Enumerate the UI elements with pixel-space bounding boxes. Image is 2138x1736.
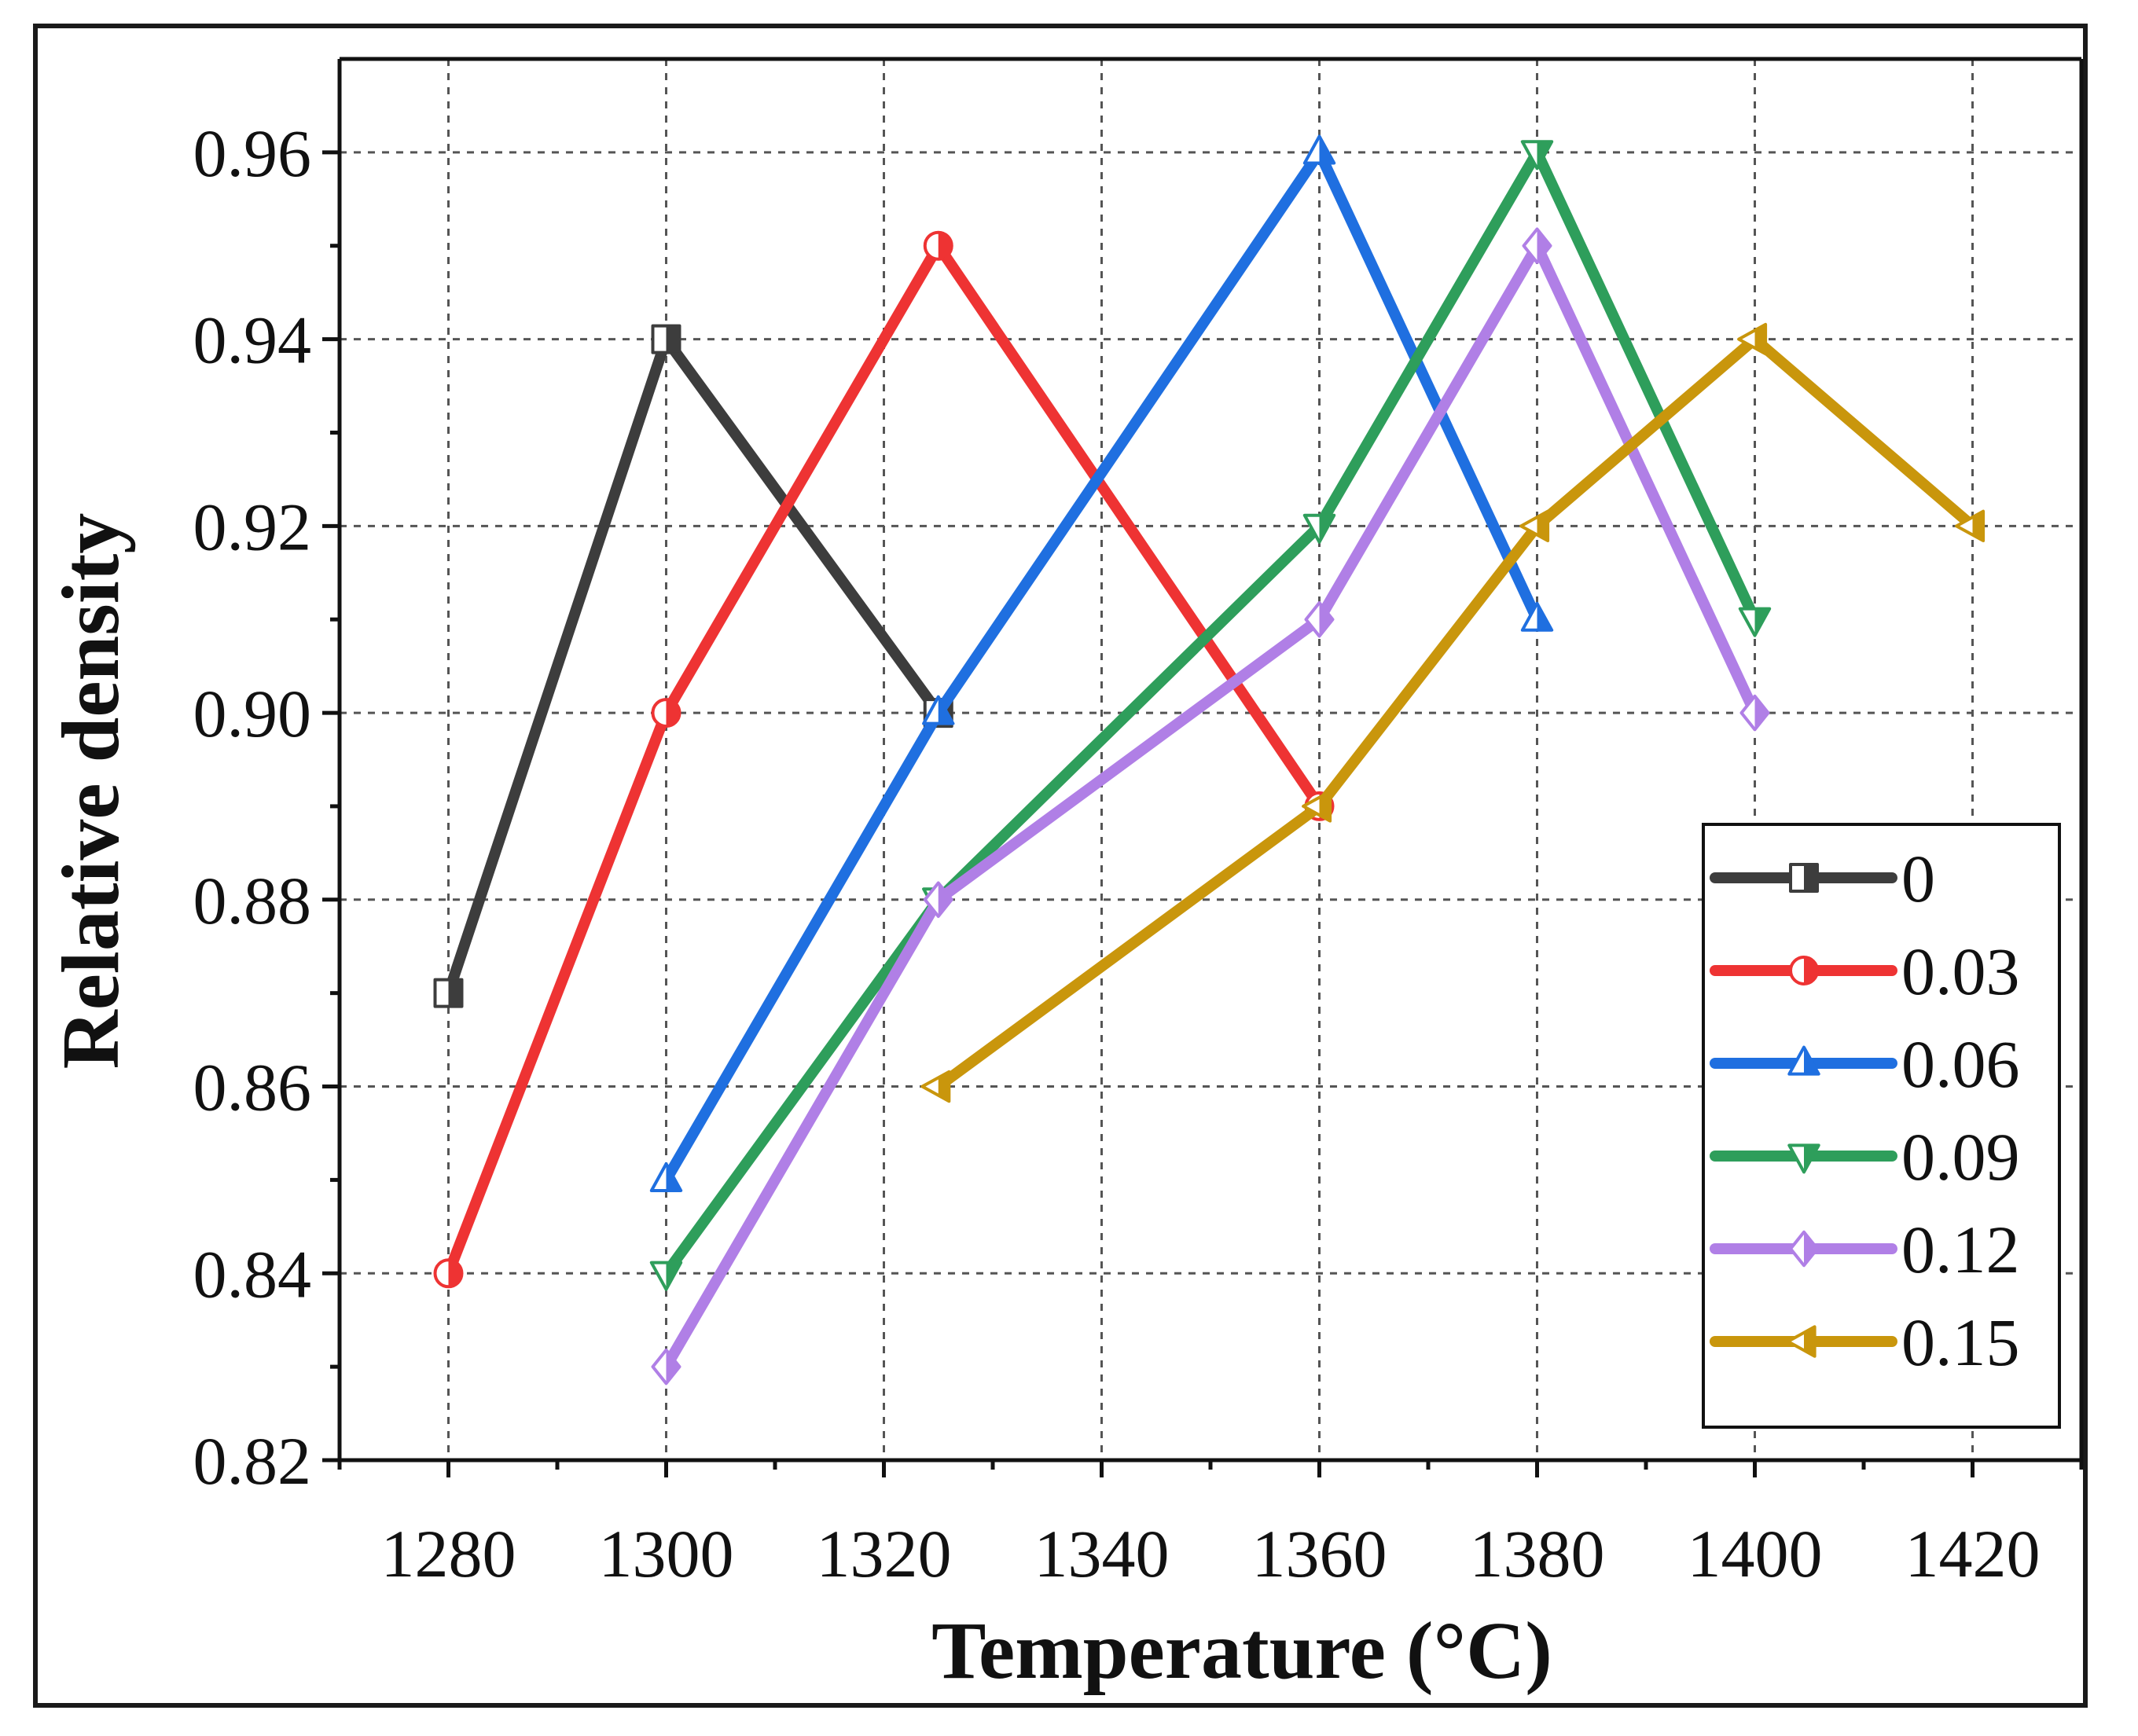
legend-marker: [1786, 1325, 1817, 1358]
data-point: [1739, 694, 1770, 732]
marker-fill: [1804, 864, 1817, 891]
marker-fill: [1804, 1145, 1819, 1173]
marker-fill: [1319, 791, 1331, 821]
series-0.12: [651, 227, 1770, 1385]
series-0.15: [920, 322, 1986, 1103]
marker-fill: [1319, 602, 1333, 637]
marker-fill: [666, 325, 680, 353]
x-axis-title: Temperature (°C): [931, 1606, 1552, 1696]
series-0.06: [649, 134, 1554, 1192]
data-point: [651, 324, 681, 354]
legend-box: [1702, 823, 2061, 1429]
marker-fill: [1754, 696, 1769, 730]
data-point: [433, 1258, 464, 1289]
series-line: [660, 146, 1543, 1186]
y-tick-label: 0.94: [193, 303, 312, 378]
x-tick-label: 1320: [817, 1516, 952, 1591]
y-tick-label: 0.92: [193, 489, 312, 564]
data-point: [1302, 134, 1336, 165]
marker-fill: [938, 696, 953, 724]
data-point: [923, 230, 953, 261]
x-tick-label: 1400: [1688, 1516, 1823, 1591]
legend-item: 0.09: [1710, 1119, 2020, 1195]
series-line: [443, 240, 1325, 1279]
data-point: [1519, 509, 1550, 543]
data-point: [1520, 140, 1554, 171]
data-point: [1738, 607, 1772, 637]
legend-item: 0.12: [1710, 1212, 2020, 1287]
data-point: [922, 695, 955, 725]
data-point: [1520, 601, 1554, 632]
marker-fill: [1754, 324, 1766, 354]
series-lines: [433, 134, 1986, 1385]
legend-marker: [1787, 1143, 1820, 1174]
legend-marker: [1789, 863, 1819, 893]
y-tick-label: 0.84: [193, 1236, 312, 1312]
marker-fill: [666, 1164, 681, 1191]
legend-label: 0.03: [1901, 934, 2020, 1009]
x-tick-label: 1340: [1034, 1516, 1170, 1591]
y-tick-label: 0.88: [193, 863, 312, 938]
y-tick-label: 0.82: [193, 1423, 312, 1499]
legend-label: 0.12: [1901, 1212, 2020, 1287]
marker-fill: [1754, 608, 1770, 636]
marker-fill: [666, 699, 680, 727]
data-point: [649, 1261, 683, 1291]
marker-fill: [938, 883, 952, 917]
data-point: [1955, 509, 1986, 543]
marker-fill: [1972, 511, 1984, 541]
data-point: [1304, 600, 1335, 638]
data-point: [920, 1070, 951, 1103]
marker-fill: [1537, 511, 1548, 541]
marker-fill: [1537, 603, 1552, 630]
marker-fill: [938, 232, 952, 259]
x-tick-label: 1280: [381, 1516, 516, 1591]
marker-fill: [938, 1071, 950, 1102]
marker-fill: [1319, 136, 1335, 163]
x-tick-label: 1360: [1252, 1516, 1387, 1591]
marker-fill: [448, 979, 462, 1007]
legend-item: 0.15: [1710, 1305, 2020, 1380]
data-point: [923, 881, 953, 919]
marker-fill: [1804, 1327, 1815, 1356]
marker-fill: [1537, 229, 1551, 262]
y-tick-label: 0.96: [193, 116, 312, 191]
legend: 0 0.03 0.06 0.09 0.12 0.15: [1702, 823, 2061, 1429]
legend-label: 0.15: [1901, 1305, 2020, 1380]
legend-label: 0: [1901, 841, 1935, 916]
data-point: [1737, 322, 1768, 356]
data-point: [649, 1162, 683, 1192]
legend-item: 0.06: [1710, 1026, 2020, 1102]
x-tick-label: 1420: [1905, 1516, 2041, 1591]
y-tick-label: 0.86: [193, 1050, 312, 1125]
x-tick-label: 1300: [599, 1516, 734, 1591]
marker-fill: [1319, 515, 1335, 542]
data-point: [1302, 513, 1336, 544]
legend-marker: [1789, 1230, 1819, 1268]
data-point: [651, 1348, 681, 1385]
axes: 1280 1300 1320 1340 1360 1380 1400 1420 0.82 0.84…: [193, 57, 2084, 1591]
y-axis-title: Relative density: [46, 513, 136, 1070]
marker-fill: [666, 1349, 680, 1384]
legend-label: 0.06: [1901, 1026, 2020, 1102]
legend-label: 0.09: [1901, 1119, 2020, 1195]
marker-fill: [1804, 1047, 1819, 1074]
legend-marker: [1789, 956, 1819, 985]
marker-fill: [448, 1260, 462, 1287]
legend-marker: [1787, 1045, 1820, 1076]
data-point: [651, 698, 681, 729]
legend-item: 0.03: [1710, 934, 2020, 1009]
data-point: [1302, 790, 1332, 823]
series-line: [660, 240, 1761, 1373]
marker-fill: [1804, 1231, 1817, 1266]
marker-fill: [1804, 957, 1817, 984]
data-point: [1522, 227, 1552, 264]
y-tick-label: 0.90: [193, 676, 312, 751]
data-point: [433, 978, 464, 1008]
legend-item: 0: [1710, 841, 1935, 916]
x-tick-label: 1380: [1470, 1516, 1605, 1591]
